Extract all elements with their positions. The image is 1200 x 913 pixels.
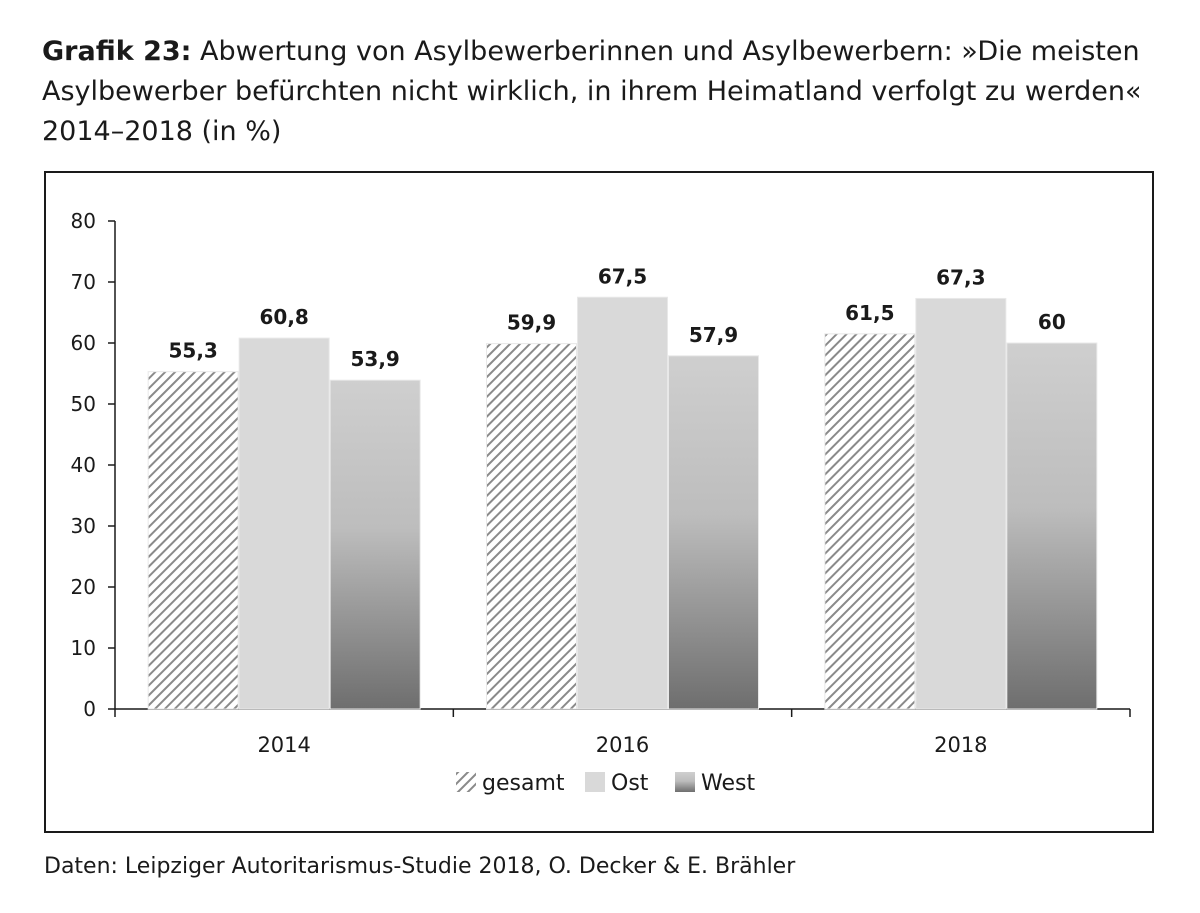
bar-gesamt-2014 [147, 371, 239, 710]
bar-gesamt-2018 [824, 333, 916, 710]
legend-label-gesamt: gesamt [482, 771, 565, 796]
bar-ost-2016 [577, 296, 668, 710]
bar-west-2016 [668, 355, 759, 710]
bar-ost-2018 [915, 297, 1007, 710]
data-label-ost-2018: 67,3 [936, 265, 985, 289]
data-label-west-2018: 60 [1038, 310, 1066, 334]
data-label-gesamt-2016: 59,9 [507, 311, 556, 335]
data-label-west-2016: 57,9 [689, 323, 738, 347]
chart-title-prefix: Grafik 23: [42, 36, 192, 67]
legend-label-west: West [701, 771, 755, 796]
data-label-ost-2016: 67,5 [598, 264, 647, 288]
data-label-gesamt-2014: 55,3 [168, 339, 217, 363]
y-tick-label: 50 [71, 392, 96, 416]
legend-label-ost: Ost [611, 771, 649, 796]
data-label-gesamt-2018: 61,5 [845, 301, 894, 325]
legend-swatch-west [675, 772, 695, 792]
x-tick-label-2018: 2018 [934, 733, 987, 757]
y-tick-label: 40 [71, 453, 96, 477]
data-label-west-2014: 53,9 [350, 347, 399, 371]
chart-title-text: Abwertung von Asylbewerberinnen und Asyl… [42, 36, 1142, 147]
data-label-ost-2014: 60,8 [259, 305, 308, 329]
y-tick-label: 80 [71, 209, 96, 233]
bar-chart: 0 10 20 30 40 50 60 70 80 55,3 60,8 53,9 2014 59,9 67,… [71, 209, 1131, 796]
y-tick-label: 30 [71, 514, 96, 538]
y-tick-label: 0 [83, 697, 96, 721]
bar-gesamt-2016 [486, 343, 577, 710]
legend-swatch-gesamt [456, 772, 476, 792]
y-tick-label: 70 [71, 270, 96, 294]
chart-title: Grafik 23: Abwertung von Asylbewerberinn… [42, 32, 1162, 152]
y-tick-label: 60 [71, 331, 96, 355]
legend-swatch-ost [585, 772, 605, 792]
source-note: Daten: Leipziger Autoritarismus-Studie 2… [44, 854, 796, 879]
y-tick-label: 20 [71, 575, 96, 599]
bar-west-2018 [1006, 342, 1098, 710]
x-tick-label-2014: 2014 [257, 733, 310, 757]
bar-ost-2014 [238, 337, 330, 710]
bar-west-2014 [329, 379, 421, 710]
x-tick-label-2016: 2016 [596, 733, 649, 757]
chart-frame: 0 10 20 30 40 50 60 70 80 55,3 60,8 53,9 2014 59,9 67,… [44, 171, 1154, 833]
y-tick-label: 10 [71, 636, 96, 660]
